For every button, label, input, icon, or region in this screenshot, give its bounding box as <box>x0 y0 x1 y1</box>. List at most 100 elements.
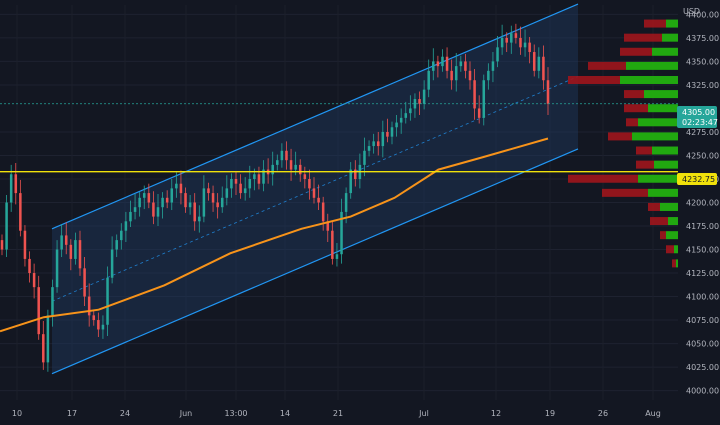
candle-body <box>482 80 486 118</box>
candle-body <box>285 150 288 161</box>
candle-body <box>19 193 22 231</box>
candle-body <box>321 202 325 222</box>
candle-body <box>454 66 458 81</box>
candle-body <box>298 164 302 175</box>
candle-body <box>23 230 27 259</box>
volume-profile-up <box>620 75 678 84</box>
volume-profile-up <box>674 245 678 254</box>
volume-profile-up <box>648 104 678 113</box>
candle-body <box>14 174 18 194</box>
volume-profile-up <box>652 47 678 56</box>
candle-body <box>147 193 151 203</box>
y-tick-label: 4125.00 <box>686 269 719 278</box>
x-tick-label: 10 <box>12 409 22 418</box>
candle-body <box>64 235 68 245</box>
candle-body <box>142 193 146 198</box>
volume-profile-up <box>660 202 678 211</box>
candle-body <box>152 202 155 217</box>
candle-body <box>202 188 206 217</box>
volume-profile <box>568 19 678 268</box>
x-tick-label: 17 <box>67 409 77 418</box>
candle-body <box>514 33 518 38</box>
volume-profile-up <box>654 160 678 169</box>
candle-body <box>234 178 238 184</box>
y-tick-label: 4025.00 <box>686 363 719 372</box>
x-tick-label: Jul <box>418 409 429 418</box>
candle-body <box>340 211 343 255</box>
candle-body <box>262 169 265 184</box>
volume-profile-down <box>624 90 644 99</box>
horizontal-level-badge-bg <box>677 173 717 185</box>
volume-profile-up <box>652 146 678 155</box>
candle-body <box>500 37 504 48</box>
y-tick-label: 4350.00 <box>686 57 719 66</box>
candle-body <box>487 70 490 81</box>
candle-body <box>257 174 261 184</box>
volume-profile-up <box>638 118 678 127</box>
candle-body <box>427 70 430 90</box>
volume-profile-up <box>666 19 678 28</box>
x-tick-label: Jun <box>179 409 193 418</box>
moving-average-line[interactable] <box>0 137 549 333</box>
candle-body <box>537 56 541 71</box>
y-tick-label: 4200.00 <box>686 199 719 208</box>
candle-body <box>326 221 330 231</box>
channel-mid-line[interactable] <box>51 76 579 302</box>
candle-body <box>308 178 311 189</box>
candles <box>0 23 550 372</box>
candle-body <box>9 174 13 203</box>
candle-body <box>312 188 316 198</box>
y-tick-label: 4075.00 <box>686 316 719 325</box>
candle-body <box>344 193 348 212</box>
volume-profile-down <box>636 160 654 169</box>
candle-body <box>519 37 522 48</box>
volume-profile-up <box>668 217 678 226</box>
x-tick-label: 19 <box>545 409 555 418</box>
y-tick-label: 4050.00 <box>686 340 719 349</box>
candle-body <box>390 127 394 137</box>
y-tick-label: 4150.00 <box>686 246 719 255</box>
x-tick-label: 24 <box>120 409 130 418</box>
y-tick-label: 4275.00 <box>686 128 719 137</box>
candle-body <box>133 207 137 212</box>
candle-body <box>55 249 59 288</box>
candle-body <box>496 47 499 62</box>
candle-body <box>432 61 435 71</box>
y-tick-label: 4375.00 <box>686 34 719 43</box>
last-price-badge: 4305.00 02:23:47 <box>677 106 718 128</box>
volume-profile-down <box>648 202 660 211</box>
volume-profile-down <box>608 132 632 141</box>
candle-body <box>376 141 380 147</box>
candle-body <box>207 188 210 194</box>
candle-body <box>198 216 201 222</box>
candle-body <box>46 315 50 363</box>
x-tick-label: 21 <box>333 409 343 418</box>
last-price-badge-bg <box>677 106 717 128</box>
volume-profile-up <box>644 90 678 99</box>
candle-body <box>78 240 82 269</box>
candle-body <box>42 334 45 363</box>
candle-body <box>422 89 426 104</box>
y-tick-label: 4000.00 <box>686 387 719 396</box>
volume-profile-down <box>636 146 652 155</box>
volume-profile-down <box>602 188 648 197</box>
volume-profile-up <box>632 132 678 141</box>
candle-body <box>468 70 472 81</box>
channel-lower-line[interactable] <box>51 148 579 375</box>
channel-upper-line[interactable] <box>51 3 579 230</box>
candle-body <box>523 42 527 48</box>
time-axis[interactable]: 10 17 24 Jun 13:00 14 21 Jul 12 19 26 Aug <box>12 409 661 418</box>
y-tick-label: 4100.00 <box>686 293 719 302</box>
candle-body <box>179 183 183 194</box>
candle-body <box>276 160 279 165</box>
candle-body <box>97 320 100 330</box>
candle-body <box>331 230 334 259</box>
candle-body <box>110 249 114 278</box>
volume-profile-down <box>620 47 652 56</box>
candle-body <box>381 131 385 147</box>
candle-body <box>115 240 118 250</box>
volume-profile-down <box>624 104 648 113</box>
candle-body <box>101 324 105 330</box>
candle-body <box>92 315 96 321</box>
